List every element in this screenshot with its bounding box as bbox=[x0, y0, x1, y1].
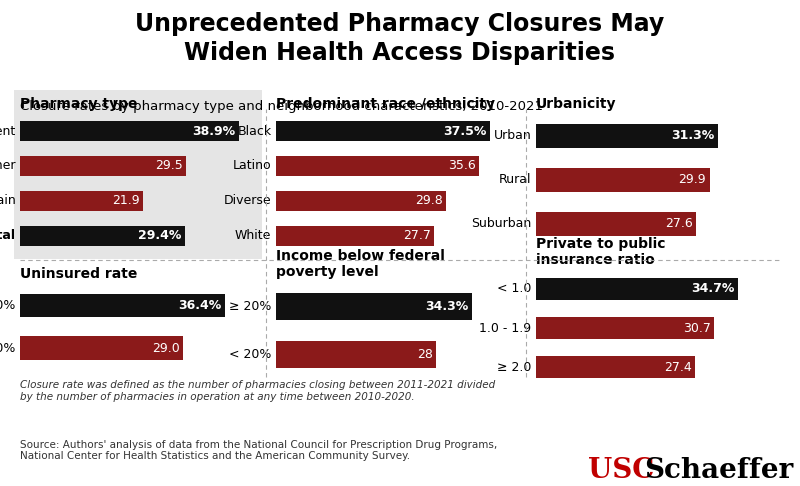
Text: Latino: Latino bbox=[233, 159, 271, 173]
Bar bbox=[536, 278, 738, 300]
Text: 29.4%: 29.4% bbox=[138, 229, 182, 243]
Bar bbox=[536, 124, 718, 148]
Text: Other: Other bbox=[0, 159, 15, 173]
Text: Urban: Urban bbox=[494, 129, 531, 142]
Text: 1.0 - 1.9: 1.0 - 1.9 bbox=[479, 322, 531, 334]
Text: 29.0: 29.0 bbox=[152, 342, 179, 355]
Text: Closure rate was defined as the number of pharmacies closing between 2011-2021 d: Closure rate was defined as the number o… bbox=[20, 380, 495, 401]
Text: 27.6: 27.6 bbox=[665, 217, 693, 230]
Text: Source: Authors' analysis of data from the National Council for Prescription Dru: Source: Authors' analysis of data from t… bbox=[20, 440, 498, 461]
Text: 30.7: 30.7 bbox=[683, 322, 711, 334]
Bar bbox=[536, 356, 695, 378]
Text: Chain: Chain bbox=[0, 194, 15, 208]
Text: 34.7%: 34.7% bbox=[690, 282, 734, 295]
Text: 29.9: 29.9 bbox=[678, 174, 706, 186]
Text: Suburban: Suburban bbox=[471, 217, 531, 230]
Text: ≥ 20%: ≥ 20% bbox=[229, 300, 271, 312]
Bar bbox=[276, 342, 436, 368]
Text: 35.6: 35.6 bbox=[448, 159, 476, 173]
Bar bbox=[536, 317, 714, 339]
Bar bbox=[20, 156, 186, 175]
Bar bbox=[276, 293, 472, 320]
Text: Predominant race /ethnicity: Predominant race /ethnicity bbox=[276, 97, 495, 111]
Text: White: White bbox=[235, 229, 271, 243]
Text: 37.5%: 37.5% bbox=[443, 124, 487, 138]
Text: 28: 28 bbox=[417, 348, 433, 361]
Text: < 20%: < 20% bbox=[0, 342, 15, 355]
Text: Schaeffer: Schaeffer bbox=[644, 457, 794, 484]
Text: 29.5: 29.5 bbox=[154, 159, 182, 173]
Bar bbox=[20, 191, 143, 210]
Text: Black: Black bbox=[238, 124, 271, 138]
Bar bbox=[276, 191, 446, 210]
Bar bbox=[20, 294, 225, 317]
Bar bbox=[276, 156, 479, 175]
Text: Closure rates by pharmacy type and neighborhood characteristics, 2010-2021: Closure rates by pharmacy type and neigh… bbox=[20, 100, 543, 113]
Text: Total: Total bbox=[0, 229, 15, 243]
Text: 38.9%: 38.9% bbox=[192, 124, 235, 138]
Text: < 1.0: < 1.0 bbox=[497, 282, 531, 295]
Text: 27.7: 27.7 bbox=[403, 229, 431, 243]
Bar bbox=[20, 226, 185, 245]
Bar bbox=[20, 122, 238, 140]
Text: USC: USC bbox=[588, 457, 654, 484]
Text: 29.8: 29.8 bbox=[415, 194, 443, 208]
Text: Uninsured rate: Uninsured rate bbox=[20, 267, 138, 281]
Text: ≥ 20%: ≥ 20% bbox=[0, 299, 15, 312]
Text: 36.4%: 36.4% bbox=[178, 299, 221, 312]
Text: 27.4: 27.4 bbox=[664, 361, 692, 374]
Text: Income below federal
poverty level: Income below federal poverty level bbox=[276, 249, 445, 279]
Text: ≥ 2.0: ≥ 2.0 bbox=[497, 361, 531, 374]
Text: < 20%: < 20% bbox=[229, 348, 271, 361]
Text: Rural: Rural bbox=[499, 174, 531, 186]
Text: Pharmacy type: Pharmacy type bbox=[20, 97, 138, 111]
Bar bbox=[536, 211, 696, 236]
Text: 31.3%: 31.3% bbox=[671, 129, 714, 142]
Bar bbox=[276, 122, 490, 140]
Bar bbox=[536, 168, 710, 192]
Text: Unprecedented Pharmacy Closures May
Widen Health Access Disparities: Unprecedented Pharmacy Closures May Wide… bbox=[135, 12, 665, 65]
Bar bbox=[20, 336, 183, 360]
Text: Urbanicity: Urbanicity bbox=[536, 97, 617, 111]
Text: 21.9: 21.9 bbox=[112, 194, 140, 208]
Text: Diverse: Diverse bbox=[224, 194, 271, 208]
Text: Independent: Independent bbox=[0, 124, 15, 138]
Bar bbox=[276, 226, 434, 245]
Text: Private to public
insurance ratio: Private to public insurance ratio bbox=[536, 237, 666, 267]
Text: 34.3%: 34.3% bbox=[426, 300, 469, 312]
